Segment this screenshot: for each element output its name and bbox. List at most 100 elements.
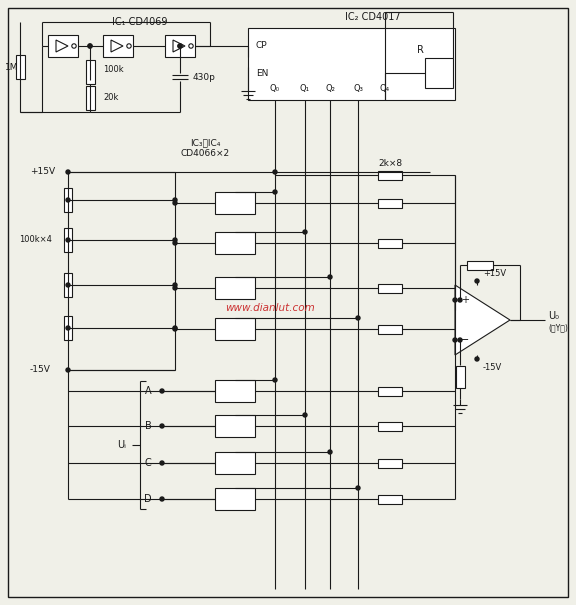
Text: -15V: -15V [30,365,51,374]
Text: B: B [145,421,151,431]
Circle shape [72,44,76,48]
Circle shape [127,44,131,48]
Bar [85,86,94,110]
Text: IC₂ CD4017: IC₂ CD4017 [345,12,401,22]
Bar [378,284,402,292]
Circle shape [160,389,164,393]
Text: U₀: U₀ [548,311,559,321]
Bar [378,387,402,396]
Circle shape [173,327,177,331]
Circle shape [66,283,70,287]
Text: 1M: 1M [5,62,19,71]
Circle shape [173,283,177,287]
Bar [456,366,464,388]
Circle shape [178,44,182,48]
Bar [378,238,402,247]
Circle shape [66,238,70,242]
Circle shape [475,357,479,361]
Circle shape [160,424,164,428]
Circle shape [173,198,177,202]
Text: www.dianlut.com: www.dianlut.com [225,303,315,313]
Text: Q₀: Q₀ [270,83,280,93]
Bar [378,494,402,503]
Bar [378,198,402,208]
Bar [16,55,25,79]
Bar [215,277,255,299]
Circle shape [273,378,277,382]
Text: IC₃、IC₄
CD4066×2: IC₃、IC₄ CD4066×2 [180,139,230,158]
Polygon shape [173,40,185,52]
Bar [64,273,72,297]
Circle shape [160,461,164,465]
Circle shape [173,201,177,205]
Text: A: A [145,386,151,396]
Bar [103,35,133,57]
Bar [64,228,72,252]
Text: 100k×4: 100k×4 [19,235,52,244]
Text: 20k: 20k [103,94,119,102]
Text: 2k×8: 2k×8 [378,159,402,168]
Circle shape [475,279,479,283]
Polygon shape [455,285,510,355]
Circle shape [66,198,70,202]
Bar [425,58,453,88]
Bar [64,316,72,340]
Bar [215,192,255,214]
Circle shape [173,238,177,242]
Circle shape [303,230,307,234]
Circle shape [66,170,70,174]
Polygon shape [111,40,123,52]
Circle shape [356,486,360,490]
Bar [378,324,402,333]
Circle shape [66,326,70,330]
Bar [215,488,255,510]
Circle shape [173,241,177,245]
Circle shape [66,368,70,372]
Bar [48,35,78,57]
Circle shape [88,44,92,48]
Circle shape [328,275,332,279]
Text: Q₁: Q₁ [300,83,310,93]
Text: EN: EN [256,68,268,77]
Text: -15V: -15V [483,362,502,371]
Circle shape [88,44,92,48]
Bar [248,28,455,100]
Polygon shape [56,40,68,52]
Circle shape [453,298,457,302]
Text: 430p: 430p [193,73,216,82]
Bar [215,415,255,437]
Circle shape [356,316,360,320]
Text: Q₃: Q₃ [353,83,363,93]
Text: Uᵢ: Uᵢ [118,440,127,450]
Text: 100k: 100k [103,65,124,73]
Bar [378,459,402,468]
Circle shape [453,338,457,342]
Text: +15V: +15V [483,269,506,278]
Bar [215,380,255,402]
Circle shape [273,190,277,194]
Circle shape [178,44,182,48]
Text: (至Y轴): (至Y轴) [548,324,568,333]
Bar [165,35,195,57]
Bar [85,60,94,84]
Text: C: C [145,458,151,468]
Circle shape [458,338,462,342]
Text: D: D [144,494,152,504]
Text: CP: CP [256,42,268,50]
Text: R: R [416,45,423,55]
Circle shape [173,286,177,290]
Bar [215,452,255,474]
Bar [378,422,402,431]
Bar [378,171,402,180]
Text: Q₂: Q₂ [325,83,335,93]
Circle shape [303,413,307,417]
Circle shape [328,450,332,454]
Circle shape [273,170,277,174]
Bar [215,318,255,340]
Bar [467,261,493,269]
Circle shape [458,298,462,302]
Circle shape [189,44,193,48]
Text: +: + [461,295,469,305]
Circle shape [173,326,177,330]
Text: +15V: +15V [30,168,55,177]
